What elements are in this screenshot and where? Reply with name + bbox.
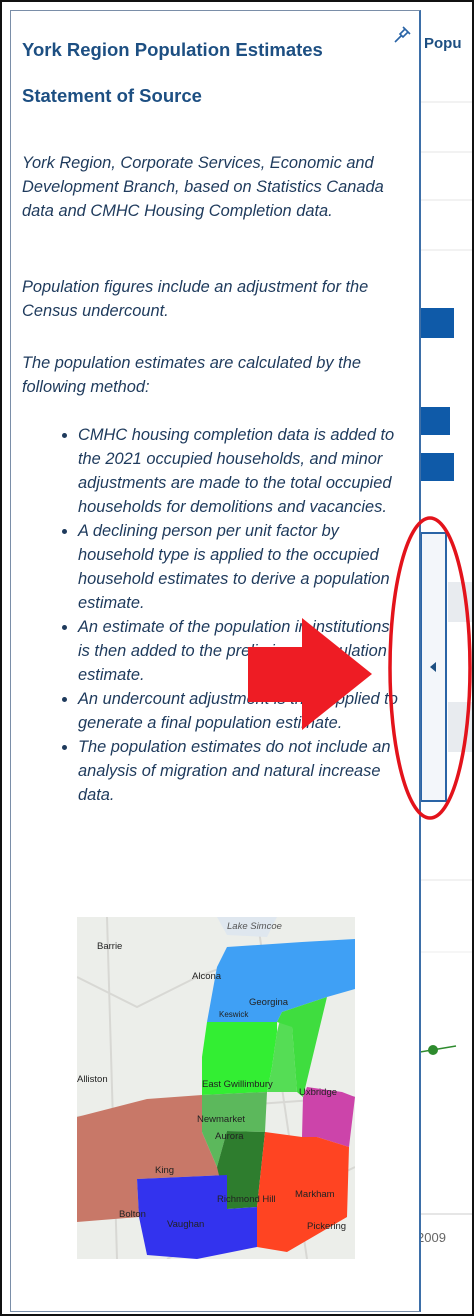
map-label: Barrie <box>97 941 122 952</box>
stouffville-north <box>277 997 327 1097</box>
map-label: Keswick <box>219 1010 249 1019</box>
trend-line <box>420 1045 457 1053</box>
map-label: Georgina <box>249 997 289 1008</box>
map-label: Alcona <box>192 971 222 982</box>
list-item: An estimate of the population in institu… <box>78 615 403 687</box>
map-label: King <box>155 1165 174 1176</box>
map-label: Markham <box>295 1189 335 1200</box>
aurora <box>202 1092 267 1167</box>
blue-bar <box>420 407 450 435</box>
list-item: CMHC housing completion data is added to… <box>78 423 403 519</box>
map-label: Pickering <box>307 1221 346 1232</box>
list-item: A declining person per unit factor by ho… <box>78 519 403 615</box>
blue-bar <box>420 308 454 338</box>
map-label: Bolton <box>119 1209 146 1220</box>
lake <box>217 917 277 937</box>
side-panel: York Region Population Estimates Stateme… <box>10 10 421 1312</box>
dashboard-header: Popu <box>424 35 462 52</box>
whitchurch-stouffville <box>302 1087 355 1147</box>
markham <box>257 1132 349 1252</box>
paragraph: York Region, Corporate Services, Economi… <box>22 154 384 220</box>
axis-label: 2009 <box>420 1230 446 1245</box>
map-label: Alliston <box>77 1074 108 1085</box>
paragraph: Population figures include an adjustment… <box>22 278 369 320</box>
paragraph: The population estimates are calculated … <box>22 354 361 396</box>
map-label: Newmarket <box>197 1114 245 1125</box>
georgina <box>207 939 355 1022</box>
map-label: Vaughan <box>167 1219 204 1230</box>
region-map: Lake Simcoe Barrie Alcona Georgina Keswi… <box>77 917 355 1259</box>
method-list: CMHC housing completion data is added to… <box>11 423 403 807</box>
map-label: Aurora <box>215 1131 244 1142</box>
panel-edge <box>448 702 472 752</box>
pin-icon[interactable] <box>392 25 412 45</box>
list-item: An undercount adjustment is then applied… <box>78 687 403 735</box>
data-point <box>428 1045 438 1055</box>
map-label: Uxbridge <box>299 1087 337 1098</box>
panel-subtitle: Statement of Source <box>22 85 202 106</box>
panel-title: York Region Population Estimates <box>22 39 323 60</box>
newmarket <box>267 1012 297 1092</box>
map-label: Lake Simcoe <box>227 921 282 932</box>
richmond-hill <box>217 1131 265 1209</box>
dashboard-background: Popu 2009 <box>420 35 472 1245</box>
king <box>77 1095 227 1222</box>
vaughan <box>137 1175 257 1259</box>
blue-bar <box>420 453 454 481</box>
panel-edge <box>448 582 472 622</box>
map-label: East Gwillimbury <box>202 1079 273 1090</box>
east-gwillimbury <box>202 1022 277 1095</box>
list-item: The population estimates do not include … <box>78 735 403 807</box>
map-label: Richmond Hill <box>217 1194 276 1205</box>
